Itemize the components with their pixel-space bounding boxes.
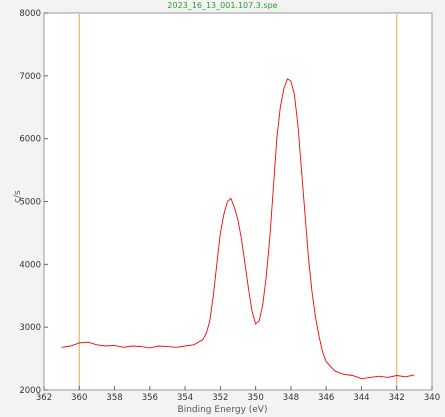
y-tick-label: 8000 (19, 9, 41, 19)
y-tick-label: 3000 (19, 323, 41, 333)
x-tick-label: 354 (177, 393, 193, 403)
series-line (61, 78, 415, 380)
x-tick-label: 358 (106, 393, 122, 403)
y-axis: 2000 3000 4000 5000 6000 7000 8000 (19, 9, 48, 396)
plot-area (43, 12, 433, 391)
x-tick-label: 344 (353, 393, 369, 403)
y-tick-label: 5000 (19, 198, 41, 208)
x-tick-label: 348 (283, 393, 299, 403)
x-tick-label: 352 (212, 393, 228, 403)
y-axis-label: c/s (13, 190, 23, 203)
x-tick-label: 356 (142, 393, 158, 403)
x-tick-label: 340 (424, 393, 440, 403)
x-tick-label: 360 (71, 393, 87, 403)
x-tick-label: 342 (389, 393, 405, 403)
y-tick-label: 4000 (19, 260, 41, 270)
y-tick-label: 7000 (19, 72, 41, 82)
x-tick-label: 346 (318, 393, 334, 403)
x-tick-label: 362 (36, 393, 52, 403)
series-layer (61, 78, 415, 380)
y-tick-label: 2000 (19, 386, 41, 396)
markers-layer (78, 14, 398, 389)
chart-title: 2023_16_13_001.107.3.spe (167, 1, 278, 10)
y-tick-label: 6000 (19, 135, 41, 145)
x-axis-label: Binding Energy (eV) (177, 405, 268, 415)
x-tick-label: 350 (248, 393, 264, 403)
x-axis: 362 360 358 356 354 352 350 348 346 344 342 340 (36, 386, 440, 403)
